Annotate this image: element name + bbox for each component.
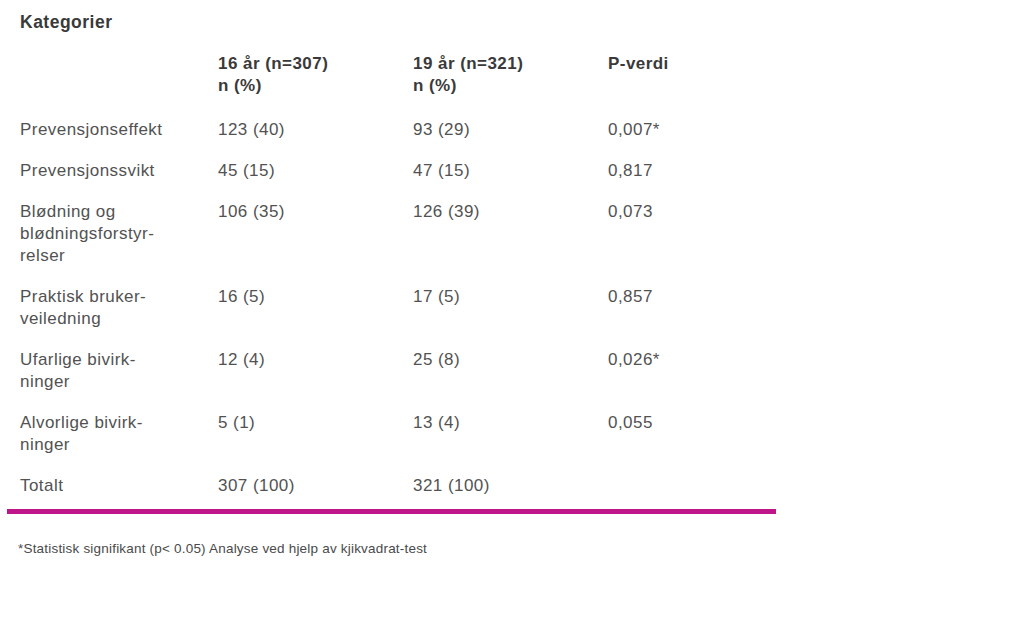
pvalue-cell <box>608 475 800 497</box>
pvalue-cell: 0,073 <box>608 201 800 267</box>
pvalue-cell: 0,007* <box>608 119 800 141</box>
age19-cell: 17 (5) <box>413 286 608 330</box>
document-page: Kategorier 16 år (n=307) n (%) 19 år (n=… <box>0 0 1024 640</box>
pvalue-cell: 0,026* <box>608 349 800 393</box>
age16-cell: 45 (15) <box>218 160 413 182</box>
table-row: Prevensjonseffekt 123 (40) 93 (29) 0,007… <box>20 119 800 141</box>
age16-cell: 12 (4) <box>218 349 413 393</box>
accent-rule <box>7 509 776 514</box>
column-header-category <box>20 53 218 97</box>
table-title: Kategorier <box>20 12 113 33</box>
age19-cell: 93 (29) <box>413 119 608 141</box>
column-header-pvalue: P-verdi <box>608 53 800 97</box>
pvalue-cell: 0,055 <box>608 412 800 456</box>
category-cell: Praktisk bruker- veiledning <box>20 286 218 330</box>
category-cell: Prevensjonssvikt <box>20 160 218 182</box>
column-header-age19: 19 år (n=321) n (%) <box>413 53 608 97</box>
table-row-total: Totalt 307 (100) 321 (100) <box>20 475 800 497</box>
table-row: Praktisk bruker- veiledning 16 (5) 17 (5… <box>20 286 800 330</box>
table-header-row: 16 år (n=307) n (%) 19 år (n=321) n (%) … <box>20 53 800 97</box>
age16-cell: 5 (1) <box>218 412 413 456</box>
table-row: Prevensjonssvikt 45 (15) 47 (15) 0,817 <box>20 160 800 182</box>
age16-cell: 106 (35) <box>218 201 413 267</box>
age19-cell: 13 (4) <box>413 412 608 456</box>
age16-cell: 16 (5) <box>218 286 413 330</box>
significance-footnote: *Statistisk signifikant (p< 0.05) Analys… <box>18 541 427 556</box>
pvalue-cell: 0,817 <box>608 160 800 182</box>
category-cell: Blødning og blødningsforstyr- relser <box>20 201 218 267</box>
category-cell: Totalt <box>20 475 218 497</box>
category-cell: Ufarlige bivirk- ninger <box>20 349 218 393</box>
table-row: Ufarlige bivirk- ninger 12 (4) 25 (8) 0,… <box>20 349 800 393</box>
table-row: Alvorlige bivirk- ninger 5 (1) 13 (4) 0,… <box>20 412 800 456</box>
pvalue-cell: 0,857 <box>608 286 800 330</box>
age19-cell: 47 (15) <box>413 160 608 182</box>
table-row: Blødning og blødningsforstyr- relser 106… <box>20 201 800 267</box>
age19-cell: 321 (100) <box>413 475 608 497</box>
statistics-table: 16 år (n=307) n (%) 19 år (n=321) n (%) … <box>20 53 800 516</box>
age19-cell: 25 (8) <box>413 349 608 393</box>
age16-cell: 307 (100) <box>218 475 413 497</box>
category-cell: Prevensjonseffekt <box>20 119 218 141</box>
age16-cell: 123 (40) <box>218 119 413 141</box>
category-cell: Alvorlige bivirk- ninger <box>20 412 218 456</box>
column-header-age16: 16 år (n=307) n (%) <box>218 53 413 97</box>
age19-cell: 126 (39) <box>413 201 608 267</box>
